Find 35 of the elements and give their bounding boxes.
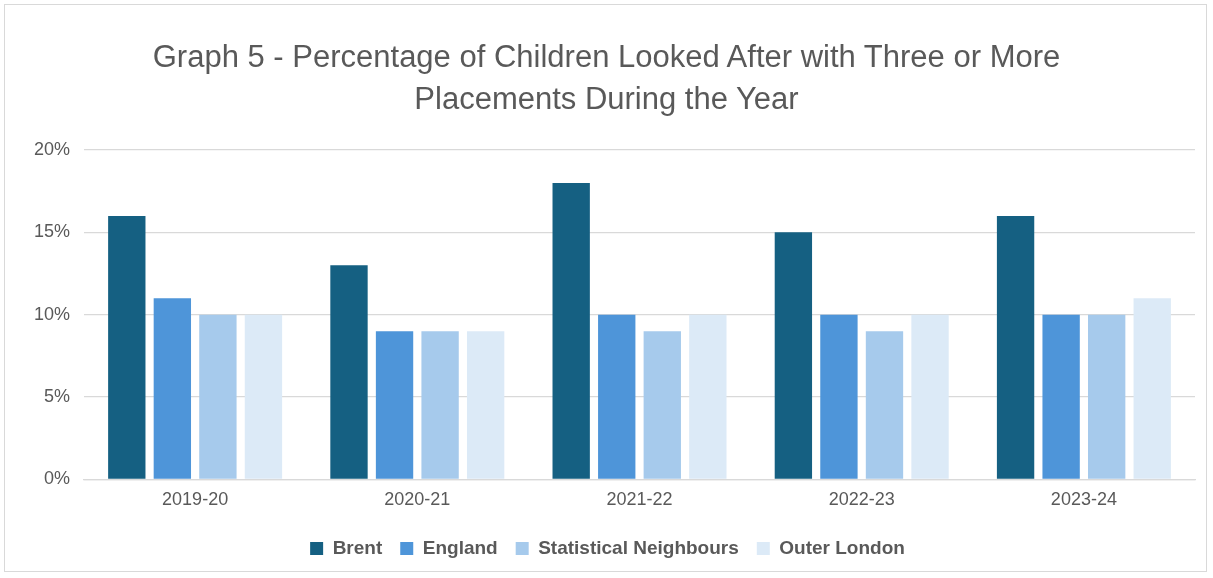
bar <box>244 314 283 479</box>
bar <box>199 314 237 479</box>
x-tick-label: 2022-23 <box>828 489 895 510</box>
y-tick-label: 5% <box>44 386 71 407</box>
y-tick-label: 15% <box>34 221 71 242</box>
bar <box>153 298 192 479</box>
legend-label: Outer London <box>779 536 905 558</box>
bar <box>598 314 636 479</box>
bar <box>820 314 858 479</box>
bar <box>466 331 505 479</box>
bar <box>1133 298 1171 479</box>
y-tick-label: 0% <box>44 468 71 489</box>
x-tick-label: 2023-24 <box>1050 489 1117 510</box>
bar <box>996 215 1035 479</box>
bar <box>865 331 904 479</box>
x-tick-label: 2020-21 <box>384 489 451 510</box>
x-tick-label: 2019-20 <box>162 489 229 510</box>
bar <box>421 331 459 479</box>
bar <box>774 232 813 479</box>
bar <box>330 265 368 479</box>
bar <box>1088 314 1126 479</box>
x-tick-label: 2021-22 <box>606 489 673 510</box>
legend-label: Statistical Neighbours <box>538 536 739 558</box>
bar <box>689 314 727 479</box>
legend-label: England <box>422 536 498 558</box>
y-tick-label: 10% <box>34 303 71 324</box>
bar <box>375 331 414 479</box>
bar <box>108 215 146 479</box>
legend-label: Brent <box>332 536 383 558</box>
bar <box>1042 314 1080 479</box>
bar <box>643 331 681 479</box>
bar <box>552 182 590 479</box>
bar <box>911 314 949 479</box>
chart-title: Graph 5 - Percentage of Children Looked After with Three or More Placements During the Year <box>151 38 1062 118</box>
y-tick-label: 20% <box>34 138 71 159</box>
